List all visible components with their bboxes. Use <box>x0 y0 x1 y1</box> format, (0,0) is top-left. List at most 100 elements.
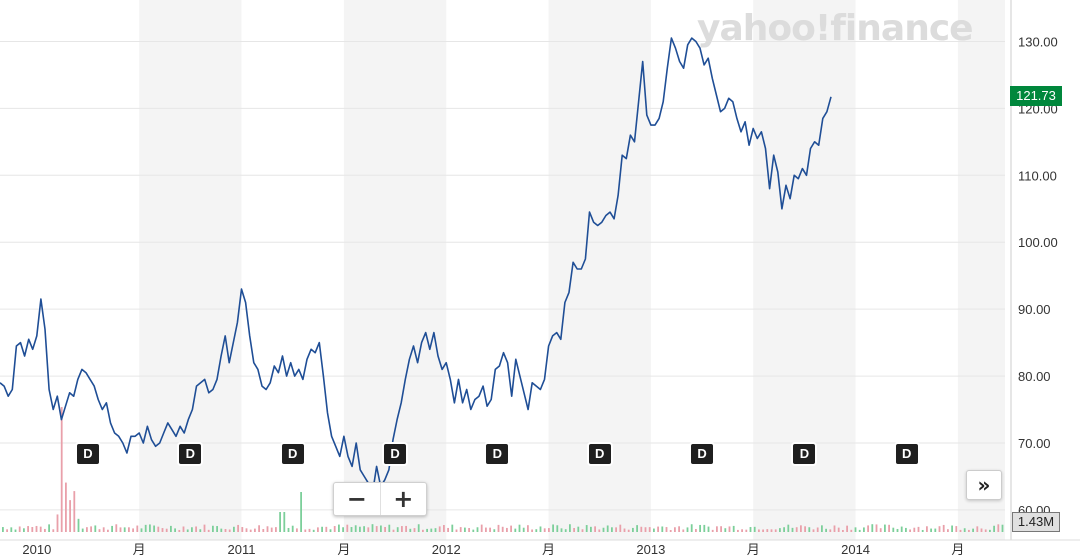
volume-bar <box>875 524 878 532</box>
volume-bar <box>65 482 67 532</box>
volume-bar <box>795 527 798 532</box>
volume-bar <box>81 528 84 532</box>
volume-bar <box>732 525 735 532</box>
dividend-marker[interactable]: D <box>384 444 407 464</box>
volume-bar <box>153 525 155 532</box>
volume-bar <box>501 526 504 532</box>
volume-bar <box>485 527 487 532</box>
y-tick-label: 70.00 <box>1018 436 1051 451</box>
volume-bar <box>237 524 239 532</box>
volume-bar <box>254 528 256 532</box>
dividend-marker[interactable]: D <box>691 444 714 464</box>
scroll-forward-button[interactable]: » <box>966 470 1002 500</box>
volume-bar <box>275 527 277 532</box>
volume-bar <box>48 524 50 532</box>
volume-bar <box>703 524 706 532</box>
volume-bar <box>745 529 748 532</box>
volume-bar <box>300 492 302 532</box>
volume-bar <box>749 527 752 532</box>
volume-bar <box>737 529 739 532</box>
volume-bar <box>947 529 949 532</box>
zoom-in-button[interactable]: + <box>379 483 427 515</box>
volume-bar <box>23 528 25 532</box>
yahoo-finance-watermark: yahoo!finance <box>697 8 974 49</box>
price-line[interactable] <box>0 37 832 494</box>
volume-bar <box>94 525 97 532</box>
volume-bar <box>123 527 126 532</box>
volume-bar <box>539 526 542 532</box>
volume-bar <box>552 524 554 532</box>
volume-bar <box>308 528 311 532</box>
volume-bar <box>216 526 218 532</box>
dividend-marker[interactable]: D <box>588 444 611 464</box>
dividend-marker[interactable]: D <box>281 444 304 464</box>
volume-bar <box>464 527 466 532</box>
volume-bar <box>10 527 13 532</box>
dividend-marker[interactable]: D <box>895 444 918 464</box>
dividend-marker[interactable]: D <box>77 444 99 464</box>
volume-bar <box>321 526 323 532</box>
volume-bar <box>800 525 802 532</box>
volume-bar <box>102 527 105 532</box>
volume-bar <box>905 527 907 532</box>
volume-bar <box>174 528 176 532</box>
volume-bar <box>972 528 974 532</box>
volume-bar <box>770 529 773 532</box>
volume-bar <box>480 524 483 532</box>
volume-bar <box>31 527 34 532</box>
volume-bar <box>18 526 21 532</box>
volume-bar <box>346 524 349 532</box>
volume-bar <box>938 526 941 532</box>
volume-bar <box>900 526 903 532</box>
volume-bar <box>438 526 441 532</box>
volume-bar <box>837 527 840 532</box>
volume-bar <box>724 528 727 532</box>
dividend-marker[interactable]: D <box>179 444 202 464</box>
volume-bar <box>640 526 643 532</box>
x-tick-label: 2010 <box>22 542 51 557</box>
volume-bar <box>52 529 55 532</box>
dividend-marker[interactable]: D <box>793 444 816 464</box>
volume-bar <box>695 528 697 532</box>
volume-bar <box>262 529 265 532</box>
volume-bar <box>514 528 517 532</box>
volume-bar <box>648 527 651 532</box>
zoom-out-button[interactable]: − <box>346 485 367 513</box>
volume-bar <box>60 407 63 532</box>
volume-bar <box>674 527 676 532</box>
volume-bar <box>858 529 861 532</box>
x-tick-label: 2014 <box>841 542 870 557</box>
volume-bar <box>245 528 248 532</box>
volume-bar <box>241 527 244 532</box>
volume-bar <box>829 529 832 532</box>
volume-bar <box>884 524 886 532</box>
dividend-marker[interactable]: D <box>486 444 509 464</box>
volume-bar <box>186 529 189 532</box>
volume-bar <box>489 527 491 532</box>
volume-bar <box>422 529 424 532</box>
volume-bar <box>653 528 655 532</box>
volume-bar <box>602 527 605 532</box>
y-tick-label: 80.00 <box>1018 369 1051 384</box>
volume-bar <box>531 529 533 532</box>
volume-bar <box>951 525 953 532</box>
volume-bar <box>791 527 794 532</box>
volume-badge: 1.43M <box>1012 512 1060 532</box>
volume-bar <box>543 528 546 532</box>
volume-bar <box>594 526 596 532</box>
volume-bar <box>417 524 420 532</box>
volume-bar <box>690 524 693 532</box>
volume-bar <box>963 528 966 532</box>
volume-bar <box>430 528 433 532</box>
volume-bar <box>585 525 588 532</box>
volume-bar <box>598 529 601 532</box>
volume-bar <box>669 529 672 532</box>
volume-bar <box>136 525 139 532</box>
volume-bar <box>287 527 290 532</box>
volume-bar <box>581 529 584 532</box>
volume-bar <box>296 528 298 532</box>
volume-bar <box>426 528 428 532</box>
volume-bar <box>707 526 710 532</box>
